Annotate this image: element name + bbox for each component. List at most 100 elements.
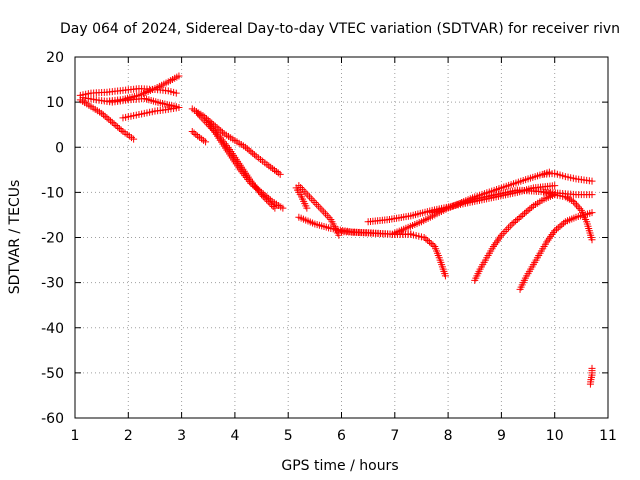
data-point — [420, 234, 428, 241]
x-tick-label: 1 — [71, 428, 80, 444]
y-tick-label: -40 — [41, 321, 64, 337]
data-point — [202, 138, 210, 146]
x-axis-label: GPS time / hours — [281, 458, 398, 474]
data-point — [265, 194, 273, 202]
data-point — [250, 182, 258, 190]
x-tick-label: 10 — [546, 428, 564, 444]
data-point — [188, 127, 196, 135]
data-point — [556, 222, 564, 230]
data-point — [279, 204, 287, 212]
data-point — [505, 224, 513, 232]
data-point — [103, 114, 111, 122]
data-point — [318, 206, 326, 214]
series-arc-9 — [204, 118, 287, 212]
data-point — [218, 128, 226, 136]
data-point — [499, 229, 507, 237]
data-point — [192, 130, 200, 138]
data-point — [130, 135, 138, 143]
data-point — [245, 146, 253, 154]
data-point — [323, 212, 331, 220]
x-tick-label: 3 — [177, 428, 186, 444]
data-point — [313, 200, 321, 208]
data-point — [427, 240, 435, 248]
data-point — [510, 218, 518, 226]
data-point — [311, 199, 319, 207]
data-point — [586, 380, 594, 388]
y-tick-label: -30 — [41, 276, 64, 292]
series-arc-17 — [471, 191, 559, 284]
series-arc-1 — [76, 96, 138, 143]
y-tick-label: -20 — [41, 231, 64, 247]
data-point — [112, 121, 120, 129]
data-point — [422, 235, 430, 243]
y-tick-label: 10 — [46, 95, 64, 111]
series-arc-5 — [119, 104, 183, 122]
data-point — [501, 227, 509, 235]
data-point — [588, 177, 596, 185]
data-point — [515, 214, 523, 222]
series-arc-2 — [76, 85, 180, 99]
data-point — [105, 115, 113, 123]
data-point — [576, 205, 584, 213]
data-point — [551, 227, 559, 235]
series-arc-18 — [516, 209, 596, 293]
data-point — [271, 204, 279, 212]
x-tick-label: 11 — [599, 428, 617, 444]
y-tick-label: 20 — [46, 50, 64, 66]
data-point — [551, 182, 559, 190]
data-point — [425, 238, 433, 246]
data-point — [316, 204, 324, 212]
series-arc-4 — [103, 72, 183, 105]
data-point — [303, 204, 311, 212]
data-point — [571, 199, 579, 207]
data-point — [307, 195, 315, 203]
x-tick-label: 9 — [497, 428, 506, 444]
series-arc-6 — [188, 127, 210, 146]
data-point — [569, 197, 577, 205]
data-point — [117, 126, 125, 134]
data-point — [588, 191, 596, 199]
data-point — [266, 196, 274, 204]
data-point — [256, 187, 264, 195]
data-point — [190, 129, 198, 137]
y-tick-label: -10 — [41, 185, 64, 201]
data-point — [320, 208, 328, 216]
data-point — [552, 225, 560, 233]
data-point — [322, 210, 330, 218]
data-point — [98, 109, 106, 117]
data-point — [99, 111, 107, 119]
x-tick-label: 4 — [230, 428, 239, 444]
data-point — [276, 170, 284, 178]
data-point — [335, 231, 343, 239]
data-point — [261, 191, 269, 199]
data-point — [314, 202, 322, 210]
data-point — [259, 190, 267, 198]
x-tick-label: 6 — [337, 428, 346, 444]
data-point — [249, 149, 257, 157]
data-marks — [76, 72, 596, 388]
data-point — [517, 212, 525, 220]
data-point — [512, 217, 520, 225]
data-point — [101, 112, 109, 120]
data-point — [554, 224, 562, 232]
data-point — [107, 117, 115, 125]
data-point — [254, 185, 262, 193]
data-point — [304, 191, 312, 199]
series-arc-11 — [292, 184, 311, 212]
data-point — [263, 193, 271, 201]
x-tick-label: 5 — [284, 428, 293, 444]
data-point — [213, 124, 221, 132]
data-point — [114, 123, 122, 131]
data-point — [250, 151, 258, 159]
data-point — [217, 127, 225, 135]
data-point — [249, 181, 257, 189]
data-point — [588, 209, 596, 217]
data-point — [520, 209, 528, 217]
y-tick-label: 0 — [55, 140, 64, 156]
data-point — [573, 201, 581, 209]
series-arc-16 — [428, 186, 596, 217]
y-tick-label: -60 — [41, 411, 64, 427]
axes: 1 2 3 4 5 6 7 8 9 10 11 -60 -50 -40 -30 -20 -10 0 10 20 — [41, 50, 617, 444]
x-tick-label: 8 — [444, 428, 453, 444]
series-arc-19 — [540, 169, 596, 185]
